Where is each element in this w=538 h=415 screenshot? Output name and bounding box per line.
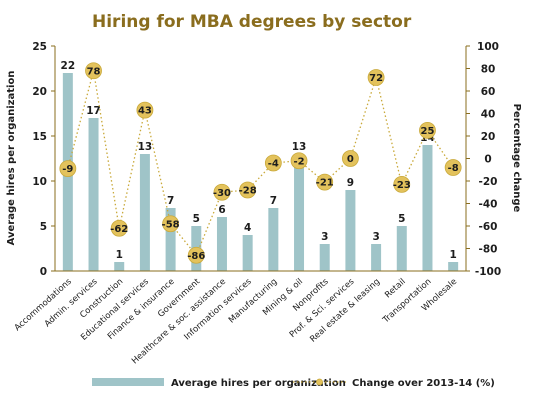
line-point: [393, 175, 411, 193]
bar-value-label: 9: [347, 177, 354, 189]
right-tick-label: 80: [481, 64, 496, 76]
line-point: [342, 150, 359, 167]
line-point-label: -58: [162, 219, 180, 230]
bar-value-label: 5: [398, 213, 405, 225]
line-point-label: 25: [421, 126, 435, 137]
bar: [396, 226, 407, 271]
bar-value-label: 5: [193, 213, 200, 225]
bar-value-label: 4: [244, 222, 251, 234]
left-tick-label: 25: [32, 41, 47, 53]
line-point: [264, 154, 282, 172]
bar: [422, 145, 433, 271]
legend-line-label: Change over 2013-14 (%): [352, 378, 495, 389]
right-tick-label: 100: [477, 41, 499, 53]
right-tick-label: 40: [481, 109, 496, 121]
bar: [114, 262, 125, 271]
line-point-label: -23: [393, 180, 411, 191]
left-tick-label: 10: [32, 176, 47, 188]
legend: Average hires per organization Change ov…: [92, 378, 495, 389]
left-tick-label: 5: [40, 221, 47, 233]
line-point-label: -62: [110, 224, 128, 235]
bar-value-label: 6: [218, 204, 225, 216]
line-point: [316, 173, 334, 191]
line-point-label: -2: [293, 156, 304, 167]
legend-bar-swatch: [92, 378, 164, 386]
bar-value-label: 3: [372, 231, 379, 243]
bar-value-label: 13: [292, 141, 307, 153]
left-tick-label: 20: [32, 86, 47, 98]
right-tick-label: 20: [481, 131, 496, 143]
left-tick-label: 0: [40, 266, 47, 278]
line-point: [110, 219, 128, 237]
right-tick-label: 0: [484, 154, 491, 166]
bar: [139, 154, 150, 271]
bar-value-label: 1: [450, 249, 457, 261]
line-point-label: -9: [62, 164, 73, 175]
bar: [294, 154, 305, 271]
bar: [216, 217, 227, 271]
line-point-label: -28: [239, 186, 257, 197]
line-point-label: -4: [268, 159, 279, 170]
right-tick-label: -100: [475, 266, 501, 278]
line-point-label: 72: [369, 73, 383, 84]
bar-value-label: 17: [86, 105, 101, 117]
line-point-label: -30: [213, 188, 231, 199]
bar-value-label: 1: [116, 249, 123, 261]
bar-value-label: 7: [270, 195, 277, 207]
bar-series: 221711375647133935141: [61, 60, 459, 271]
left-tick-label: 15: [32, 131, 47, 143]
right-tick-label: -40: [479, 199, 498, 211]
right-axis: -100 -80 -60 -40 -20 0 20 40 60 80 100: [465, 41, 501, 278]
line-point: [367, 69, 385, 86]
y-axis-title-right: Percentage change: [511, 104, 522, 213]
line-point: [290, 152, 308, 170]
left-axis: 0 5 10 15 20 25: [32, 41, 56, 278]
bar: [319, 244, 330, 271]
line-point-label: 78: [87, 66, 101, 77]
category-label: Healthcare & soc. assistance: [130, 277, 228, 367]
chart-title: Hiring for MBA degrees by sector: [92, 12, 412, 32]
bar: [268, 208, 279, 271]
line-point: [187, 246, 205, 264]
line-path: [67, 70, 454, 257]
bar-value-label: 13: [138, 141, 153, 153]
line-point-label: 0: [347, 154, 354, 165]
line-point: [444, 159, 462, 176]
line-point: [239, 181, 257, 199]
y-axis-title-left: Average hires per organization: [6, 71, 17, 246]
line-point-label: -21: [316, 178, 334, 189]
bar-value-label: 3: [321, 231, 328, 243]
line-point: [213, 183, 231, 201]
line-point: [85, 62, 102, 80]
bar: [345, 190, 356, 271]
line-point: [419, 121, 436, 139]
bar: [88, 118, 99, 271]
line-point: [59, 160, 77, 178]
bar-value-label: 7: [167, 195, 174, 207]
right-tick-label: -60: [479, 221, 498, 233]
legend-line-marker: [316, 378, 323, 386]
line-point-label: 43: [138, 106, 152, 117]
line-point-label: -8: [448, 163, 459, 174]
right-tick-label: -80: [479, 244, 498, 256]
bar: [448, 262, 459, 271]
right-tick-label: 60: [481, 86, 496, 98]
bar: [165, 208, 176, 271]
right-tick-label: -20: [479, 176, 498, 188]
line-point-label: -86: [187, 251, 205, 262]
bar: [371, 244, 382, 271]
bar: [242, 235, 253, 271]
line-point: [136, 101, 154, 119]
legend-bar-label: Average hires per organization: [171, 378, 346, 389]
line-point: [162, 215, 179, 233]
bar-value-label: 22: [61, 60, 76, 72]
